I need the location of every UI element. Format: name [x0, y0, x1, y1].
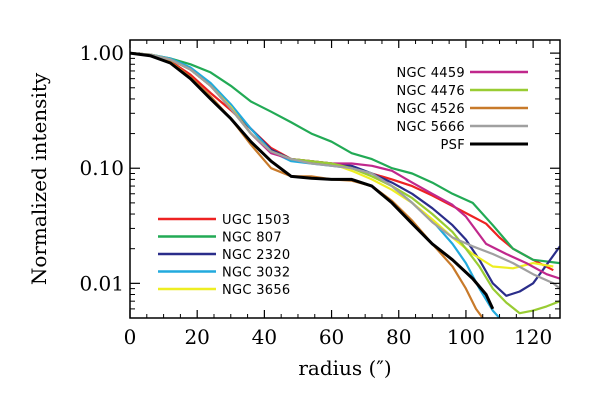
x-tick-label: 120 — [514, 325, 552, 349]
y-tick-label: 0.10 — [79, 156, 124, 180]
x-axis-label: radius (″) — [298, 356, 391, 380]
legend-label: NGC 4526 — [397, 102, 466, 117]
series-line-ngc-4476 — [130, 52, 560, 315]
x-tick-label: 80 — [386, 325, 411, 349]
axis-ticks — [129, 40, 560, 319]
x-tick-label: 40 — [252, 325, 277, 349]
series-line-ngc-5666 — [130, 52, 560, 290]
y-axis-label: Normalized intensity — [27, 72, 51, 285]
legend-label: NGC 3656 — [222, 283, 291, 298]
series-line-ngc-807 — [130, 52, 560, 265]
tick-labels: 0 20 40 60 80 100 120 0.01 0.10 1.00 — [79, 41, 552, 349]
x-tick-label: 100 — [447, 325, 485, 349]
legend-label: NGC 2320 — [222, 248, 291, 263]
legend: NGC 4459 NGC 4476 NGC 4526 NGC 5666 PSF UGC 1… — [158, 66, 528, 298]
y-tick-label: 0.01 — [79, 271, 124, 295]
x-tick-label: 60 — [319, 325, 344, 349]
series-lines — [130, 51, 560, 318]
legend-label: NGC 4476 — [397, 84, 466, 99]
x-tick-label: 0 — [124, 325, 137, 349]
legend-label: UGC 1503 — [222, 213, 290, 228]
legend-label: PSF — [441, 138, 465, 153]
legend-label: NGC 4459 — [397, 66, 466, 81]
y-tick-label: 1.00 — [79, 41, 124, 65]
legend-label: NGC 5666 — [397, 120, 466, 135]
legend-label: NGC 3032 — [222, 266, 291, 281]
series-line-psf — [130, 51, 495, 310]
legend-label: NGC 807 — [222, 231, 282, 246]
x-tick-label: 20 — [184, 325, 209, 349]
